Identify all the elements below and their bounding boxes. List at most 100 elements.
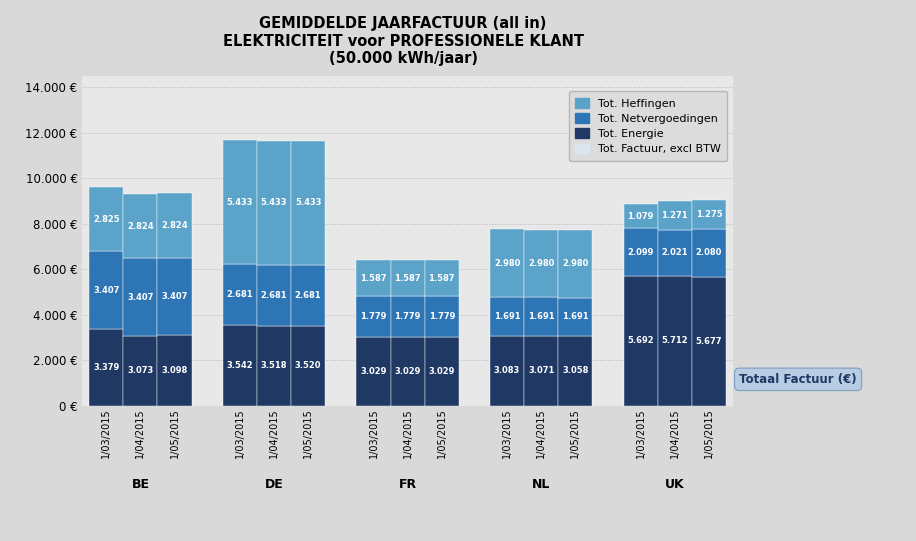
Text: 5.692: 5.692 bbox=[627, 337, 654, 346]
Bar bbox=[490, 335, 524, 406]
Bar bbox=[624, 399, 658, 406]
Bar bbox=[390, 399, 425, 406]
Bar bbox=[124, 399, 158, 406]
Text: 5.433: 5.433 bbox=[261, 199, 288, 207]
Text: 1.587: 1.587 bbox=[360, 274, 387, 283]
Bar bbox=[89, 252, 124, 329]
Text: 3.518: 3.518 bbox=[261, 361, 288, 370]
Text: 3.073: 3.073 bbox=[127, 366, 154, 375]
Bar bbox=[390, 337, 425, 406]
Text: 3.083: 3.083 bbox=[494, 366, 520, 375]
Text: 5.677: 5.677 bbox=[695, 337, 722, 346]
Text: 6.395: 6.395 bbox=[360, 398, 387, 407]
Bar bbox=[291, 399, 325, 406]
Text: 1.587: 1.587 bbox=[395, 274, 420, 283]
Bar bbox=[624, 276, 658, 406]
Bar bbox=[658, 201, 692, 230]
Text: 2.980: 2.980 bbox=[494, 259, 520, 268]
Text: 1.691: 1.691 bbox=[528, 312, 554, 321]
Text: 3.071: 3.071 bbox=[528, 366, 554, 375]
Text: NL: NL bbox=[532, 478, 551, 491]
Bar bbox=[89, 399, 124, 406]
Text: 2.021: 2.021 bbox=[661, 248, 688, 258]
Text: 3.058: 3.058 bbox=[562, 366, 588, 375]
Text: 1.271: 1.271 bbox=[661, 211, 688, 220]
Bar bbox=[524, 229, 558, 298]
Bar bbox=[89, 329, 124, 406]
Text: 5.433: 5.433 bbox=[295, 199, 322, 207]
Bar bbox=[124, 194, 158, 258]
Text: FR: FR bbox=[398, 478, 417, 491]
Text: 7.754: 7.754 bbox=[494, 398, 520, 407]
Text: 2.080: 2.080 bbox=[696, 248, 722, 258]
Text: 9.003: 9.003 bbox=[661, 398, 688, 407]
Bar bbox=[223, 399, 257, 406]
Bar bbox=[223, 141, 257, 264]
Bar bbox=[425, 260, 459, 296]
Bar bbox=[692, 229, 726, 276]
Bar bbox=[223, 264, 257, 325]
Bar bbox=[291, 141, 325, 265]
Bar bbox=[692, 276, 726, 406]
Text: 2.681: 2.681 bbox=[261, 291, 288, 300]
Text: 2.099: 2.099 bbox=[627, 248, 654, 257]
Text: 11.635: 11.635 bbox=[292, 398, 324, 407]
Bar bbox=[356, 260, 390, 296]
Text: BE: BE bbox=[131, 478, 149, 491]
Bar bbox=[524, 298, 558, 336]
Text: 11.656: 11.656 bbox=[224, 398, 256, 407]
Bar bbox=[124, 336, 158, 406]
Bar bbox=[524, 399, 558, 406]
Bar bbox=[658, 399, 692, 406]
Text: 1.691: 1.691 bbox=[494, 312, 520, 321]
Text: 1.779: 1.779 bbox=[429, 312, 455, 321]
Bar bbox=[356, 337, 390, 406]
Text: 1.691: 1.691 bbox=[562, 312, 589, 321]
Text: 9.032: 9.032 bbox=[696, 398, 722, 407]
Bar bbox=[624, 204, 658, 228]
Legend: Tot. Heffingen, Tot. Netvergoedingen, Tot. Energie, Tot. Factuur, excl BTW: Tot. Heffingen, Tot. Netvergoedingen, To… bbox=[569, 91, 727, 161]
Bar bbox=[257, 326, 291, 406]
Bar bbox=[490, 297, 524, 335]
Text: 3.407: 3.407 bbox=[161, 292, 188, 301]
Bar bbox=[558, 230, 593, 298]
Bar bbox=[257, 399, 291, 406]
Bar bbox=[692, 200, 726, 229]
Bar bbox=[158, 194, 191, 258]
Text: 9.612: 9.612 bbox=[93, 398, 120, 407]
Text: 3.542: 3.542 bbox=[226, 361, 253, 370]
Text: 7.729: 7.729 bbox=[562, 398, 588, 407]
Text: 2.824: 2.824 bbox=[127, 222, 154, 230]
Text: 6.395: 6.395 bbox=[395, 398, 420, 407]
Text: 3.407: 3.407 bbox=[127, 293, 154, 301]
Bar bbox=[257, 265, 291, 326]
Text: 3.029: 3.029 bbox=[395, 367, 420, 376]
Text: 6.395: 6.395 bbox=[429, 398, 455, 407]
Text: 2.824: 2.824 bbox=[161, 221, 188, 230]
Bar bbox=[124, 258, 158, 336]
Bar bbox=[658, 276, 692, 406]
Bar bbox=[524, 336, 558, 406]
Text: 5.433: 5.433 bbox=[226, 198, 253, 207]
Bar bbox=[425, 296, 459, 337]
Bar bbox=[89, 187, 124, 252]
Bar bbox=[356, 296, 390, 337]
Text: 2.825: 2.825 bbox=[93, 215, 120, 223]
Bar bbox=[558, 336, 593, 406]
Bar bbox=[291, 326, 325, 406]
Text: 1.779: 1.779 bbox=[395, 312, 420, 321]
Text: Totaal Factuur (€): Totaal Factuur (€) bbox=[739, 373, 857, 386]
Bar bbox=[692, 399, 726, 406]
Text: 1.275: 1.275 bbox=[695, 210, 722, 219]
Bar bbox=[158, 399, 191, 406]
Bar bbox=[158, 335, 191, 406]
Text: 3.029: 3.029 bbox=[429, 367, 455, 376]
Bar bbox=[658, 230, 692, 276]
Bar bbox=[558, 298, 593, 336]
Bar bbox=[425, 399, 459, 406]
Bar bbox=[257, 141, 291, 265]
Text: UK: UK bbox=[665, 478, 684, 491]
Text: 2.681: 2.681 bbox=[295, 291, 322, 300]
Text: 11.632: 11.632 bbox=[257, 398, 290, 407]
Bar bbox=[390, 296, 425, 337]
